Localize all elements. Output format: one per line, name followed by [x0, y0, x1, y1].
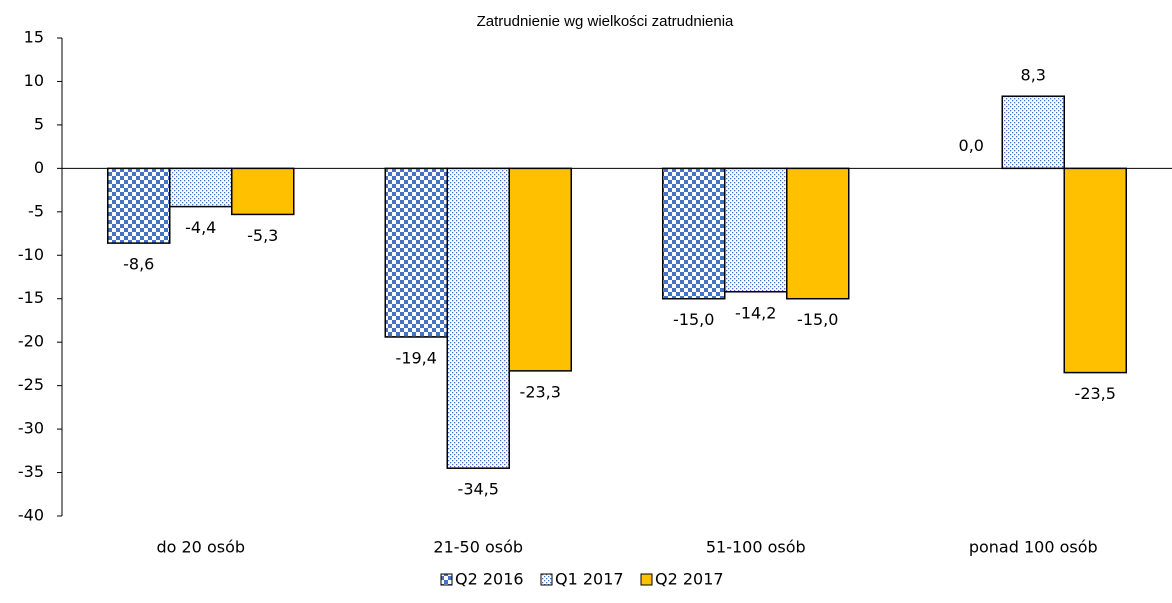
y-tick-label: -5	[28, 201, 44, 220]
bar	[724, 167, 788, 293]
x-tick-label: 51-100 osób	[706, 538, 806, 557]
data-label: -15,0	[673, 310, 714, 329]
data-label: -19,4	[396, 348, 437, 367]
y-tick-label: 10	[24, 71, 44, 90]
data-label: -15,0	[797, 310, 838, 329]
legend-swatch	[440, 573, 453, 586]
y-tick-label: -15	[18, 288, 44, 307]
x-tick-label: ponad 100 osób	[969, 538, 1098, 557]
data-label: -8,6	[123, 255, 154, 274]
legend-label: Q2 2017	[655, 570, 724, 589]
data-label: -23,5	[1075, 384, 1116, 403]
y-tick-label: -40	[18, 506, 44, 525]
bar	[384, 167, 448, 338]
legend-swatch	[640, 573, 653, 586]
y-tick-label: -20	[18, 332, 44, 351]
data-label: -34,5	[458, 480, 499, 499]
legend-swatch	[540, 573, 553, 586]
data-label: 0,0	[959, 136, 984, 155]
x-tick-label: 21-50 osób	[433, 538, 523, 557]
y-tick-label: 15	[24, 28, 44, 47]
data-label: 8,3	[1021, 66, 1046, 85]
bar	[662, 167, 726, 300]
data-label: -14,2	[735, 303, 776, 322]
data-label: -4,4	[185, 218, 216, 237]
bar	[231, 167, 295, 216]
y-tick-label: -10	[18, 245, 44, 264]
bar	[446, 167, 510, 469]
y-tick-label: -25	[18, 375, 44, 394]
legend-label: Q1 2017	[555, 570, 624, 589]
y-tick-label: 0	[34, 158, 44, 177]
bar	[786, 167, 850, 300]
y-tick-label: 5	[34, 114, 44, 133]
y-tick-label: -35	[18, 462, 44, 481]
data-label: -23,3	[520, 382, 561, 401]
bar	[169, 167, 233, 208]
x-tick-label: do 20 osób	[156, 538, 245, 557]
bar	[508, 167, 572, 372]
bar	[1063, 167, 1127, 374]
chart-title: Zatrudnienie wg wielkości zatrudnienia	[477, 13, 734, 30]
legend-label: Q2 2016	[455, 570, 524, 589]
bar	[1001, 95, 1065, 170]
data-label: -5,3	[247, 226, 278, 245]
y-tick-label: -30	[18, 419, 44, 438]
bar	[107, 167, 171, 244]
